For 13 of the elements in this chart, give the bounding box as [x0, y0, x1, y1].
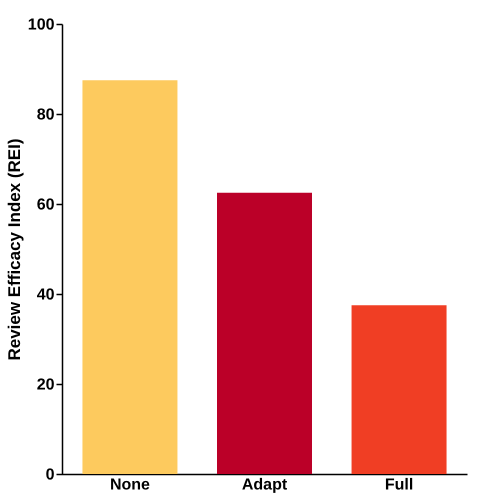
- y-tick-label: 0: [46, 466, 55, 484]
- bar: [352, 305, 447, 474]
- x-tick-label: None: [110, 476, 150, 494]
- x-tick-label: Full: [384, 476, 414, 494]
- bar: [82, 80, 178, 474]
- y-tick-label: 40: [36, 286, 55, 304]
- y-tick-label: 80: [36, 106, 55, 124]
- x-tick-label: Adapt: [242, 476, 288, 494]
- y-tick-label: 60: [36, 196, 55, 214]
- y-tick-label: 100: [28, 16, 55, 34]
- y-axis-title: Review Efficacy Index (REI): [4, 138, 24, 361]
- y-tick-label: 20: [36, 376, 55, 394]
- bar: [217, 192, 312, 474]
